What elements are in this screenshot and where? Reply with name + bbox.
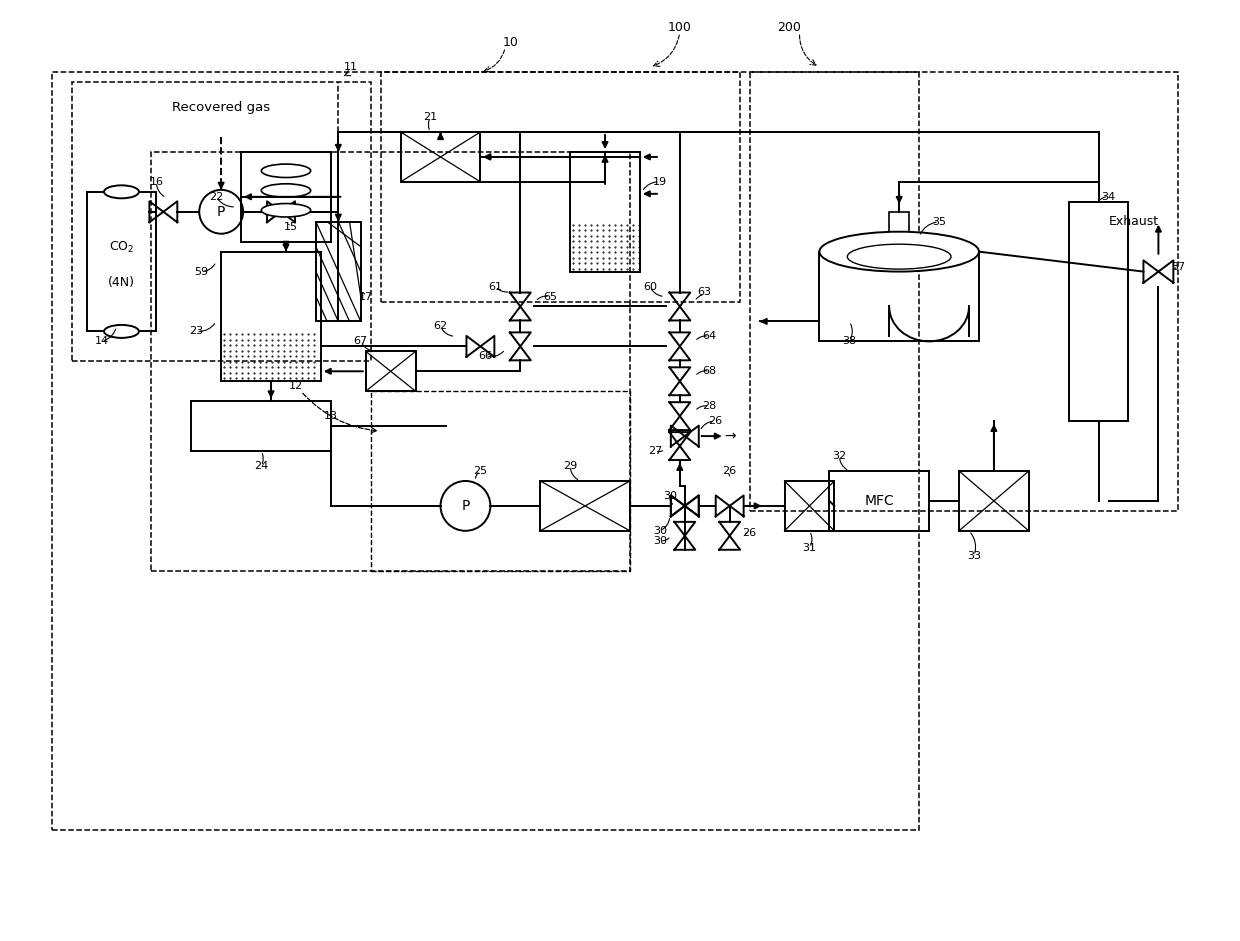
Text: 16: 16 xyxy=(149,177,164,187)
Text: →: → xyxy=(724,429,735,443)
Text: 28: 28 xyxy=(703,401,717,411)
Text: 22: 22 xyxy=(210,192,223,201)
Bar xyxy=(750,72,1178,511)
Text: (4N): (4N) xyxy=(108,276,135,289)
Text: 64: 64 xyxy=(703,331,717,342)
Bar xyxy=(830,471,929,531)
Ellipse shape xyxy=(104,185,139,199)
Text: P: P xyxy=(461,499,470,513)
Text: 17: 17 xyxy=(358,292,373,301)
Bar xyxy=(371,391,630,570)
Text: Recovered gas: Recovered gas xyxy=(172,101,270,114)
Bar xyxy=(401,132,480,182)
Text: 26: 26 xyxy=(723,466,737,476)
Ellipse shape xyxy=(262,183,311,198)
Text: 24: 24 xyxy=(254,461,268,471)
Text: 37: 37 xyxy=(1172,262,1185,272)
Text: 13: 13 xyxy=(324,411,337,422)
Bar xyxy=(221,251,321,381)
Text: 60: 60 xyxy=(642,281,657,292)
Text: 62: 62 xyxy=(434,322,448,331)
Bar xyxy=(570,152,640,272)
Text: MFC: MFC xyxy=(864,494,894,508)
Ellipse shape xyxy=(820,231,978,272)
Text: 38: 38 xyxy=(842,336,857,346)
Bar xyxy=(381,72,739,301)
Text: 27: 27 xyxy=(647,446,662,456)
Ellipse shape xyxy=(847,244,951,269)
Text: 66: 66 xyxy=(479,351,492,361)
Ellipse shape xyxy=(262,203,311,217)
Text: 30: 30 xyxy=(653,535,667,546)
Text: 59: 59 xyxy=(195,266,208,277)
Text: 14: 14 xyxy=(94,336,109,346)
Text: CO$_2$: CO$_2$ xyxy=(109,240,134,255)
Text: 19: 19 xyxy=(652,177,667,187)
Bar xyxy=(366,351,415,391)
Text: 15: 15 xyxy=(284,222,298,231)
Text: 12: 12 xyxy=(289,381,303,391)
Bar xyxy=(72,82,371,361)
Text: 31: 31 xyxy=(802,543,816,552)
Bar xyxy=(52,72,919,830)
Text: 35: 35 xyxy=(932,216,946,227)
Bar xyxy=(959,471,1029,531)
Text: 200: 200 xyxy=(777,21,801,34)
Bar xyxy=(889,212,909,242)
Text: 29: 29 xyxy=(563,461,578,471)
Bar xyxy=(191,401,331,451)
Text: 26: 26 xyxy=(708,416,722,426)
Bar xyxy=(241,152,331,242)
Text: 100: 100 xyxy=(668,21,692,34)
Ellipse shape xyxy=(262,164,311,178)
Text: 33: 33 xyxy=(967,550,981,561)
Text: 32: 32 xyxy=(832,451,847,461)
Bar xyxy=(820,251,978,342)
Bar xyxy=(316,222,361,322)
Ellipse shape xyxy=(104,325,139,338)
Text: 34: 34 xyxy=(1101,192,1116,201)
Text: 10: 10 xyxy=(502,36,518,49)
Text: 65: 65 xyxy=(543,292,557,301)
Text: 26: 26 xyxy=(743,528,756,538)
Text: 25: 25 xyxy=(474,466,487,476)
Text: 30: 30 xyxy=(663,491,677,501)
Text: 11: 11 xyxy=(343,62,358,72)
Text: P: P xyxy=(217,205,226,218)
Bar xyxy=(1069,201,1128,422)
Text: Exhaust: Exhaust xyxy=(1109,215,1158,229)
Bar xyxy=(785,481,835,531)
Text: 61: 61 xyxy=(489,281,502,292)
Text: 30: 30 xyxy=(653,526,667,535)
Text: 68: 68 xyxy=(703,366,717,376)
Text: 23: 23 xyxy=(190,327,203,337)
Bar xyxy=(541,481,630,531)
Text: 67: 67 xyxy=(353,336,368,346)
Bar xyxy=(151,152,630,570)
Bar xyxy=(87,192,156,331)
Text: 63: 63 xyxy=(698,286,712,296)
Text: 21: 21 xyxy=(424,112,438,122)
